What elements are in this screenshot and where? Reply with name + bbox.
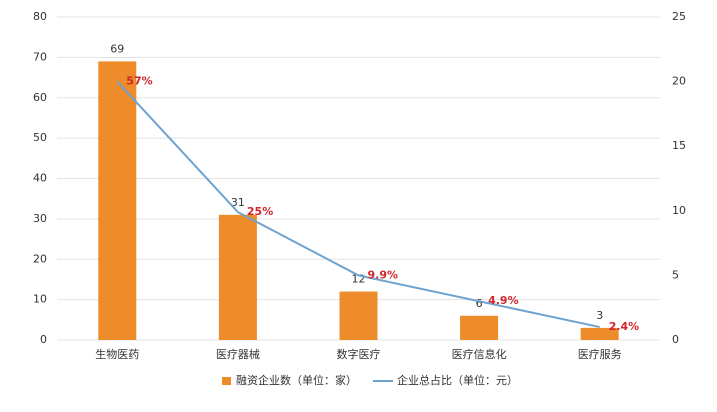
bar (460, 315, 499, 340)
y-tick-label: 30 (33, 212, 47, 225)
y2-tick-label: 25 (672, 10, 686, 23)
legend-label: 融资企业数（单位：家） (236, 373, 357, 387)
x-tick-label: 医疗器械 (216, 347, 260, 361)
line (116, 80, 600, 329)
annotation: 4.9% (488, 294, 519, 307)
x-tick-label: 医疗信息化 (452, 347, 507, 361)
y-tick-label: 0 (40, 333, 47, 346)
bar (339, 291, 378, 340)
x-tick-label: 数字医疗 (337, 347, 381, 361)
y-tick-label: 20 (33, 252, 47, 265)
y2-tick-label: 5 (672, 268, 679, 281)
bar (98, 61, 137, 340)
y-tick-label: 40 (33, 172, 47, 185)
y2-tick-label: 15 (672, 139, 686, 152)
bar-value-label: 31 (231, 196, 245, 209)
bar (580, 327, 619, 340)
bar-value-label: 69 (110, 42, 124, 55)
y-tick-label: 10 (33, 293, 47, 306)
y-tick-label: 60 (33, 91, 47, 104)
x-tick-label: 生物医药 (95, 347, 139, 361)
y-tick-label: 80 (33, 10, 47, 23)
y2-tick-label: 20 (672, 75, 686, 88)
annotation: 57% (126, 75, 152, 88)
legend-swatch (222, 377, 231, 385)
bar-value-label: 6 (476, 297, 483, 310)
bar (218, 214, 257, 340)
annotation: 2.4% (609, 320, 640, 333)
x-tick-label: 医疗服务 (578, 347, 622, 361)
legend-label: 企业总占比（单位：元） (397, 373, 518, 387)
y-tick-label: 50 (33, 131, 47, 144)
annotation: 25% (247, 205, 273, 218)
y-tick-label: 70 (33, 50, 47, 63)
bar-value-label: 3 (596, 309, 603, 322)
y2-tick-label: 0 (672, 333, 679, 346)
y2-tick-label: 10 (672, 204, 686, 217)
annotation: 9.9% (368, 268, 399, 281)
